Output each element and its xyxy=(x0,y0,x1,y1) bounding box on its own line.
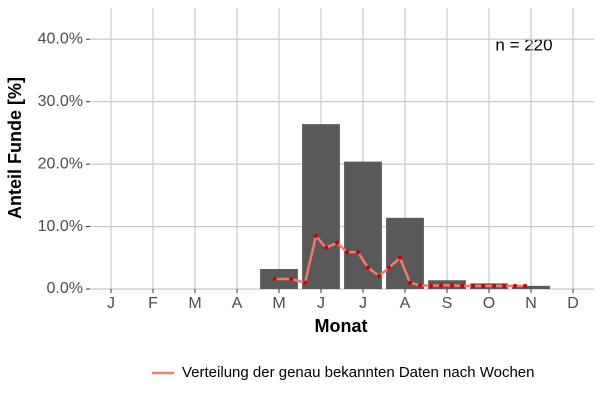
point xyxy=(418,283,423,288)
point xyxy=(471,283,476,288)
x-tick-label: J xyxy=(107,295,115,312)
point xyxy=(376,273,381,278)
x-tick-label: O xyxy=(483,295,495,312)
bar xyxy=(302,124,340,289)
point xyxy=(387,265,392,270)
y-tick-label: 30.0% xyxy=(38,93,83,110)
y-tick-label: 10.0% xyxy=(38,218,83,235)
point xyxy=(450,283,455,288)
point xyxy=(523,283,528,288)
x-tick-label: M xyxy=(272,295,285,312)
bar xyxy=(344,161,382,289)
point xyxy=(429,283,434,288)
x-tick-label: S xyxy=(442,295,453,312)
point xyxy=(334,240,339,245)
bar xyxy=(386,217,424,289)
y-tick-label: 40.0% xyxy=(38,30,83,47)
legend-label: Verteilung der genau bekannten Daten nac… xyxy=(182,364,535,381)
point xyxy=(460,283,465,288)
x-tick-label: A xyxy=(400,295,411,312)
point xyxy=(324,245,329,250)
point xyxy=(513,283,518,288)
point xyxy=(481,283,486,288)
point xyxy=(355,250,360,255)
x-tick-label: J xyxy=(317,295,325,312)
point xyxy=(439,283,444,288)
point xyxy=(345,250,350,255)
point xyxy=(289,277,294,282)
point xyxy=(366,265,371,270)
x-tick-label: J xyxy=(359,295,367,312)
y-axis-title: Anteil Funde [%] xyxy=(5,77,25,219)
x-tick-label: M xyxy=(188,295,201,312)
point xyxy=(492,283,497,288)
point xyxy=(303,280,308,285)
x-axis-title: Monat xyxy=(315,316,368,336)
point xyxy=(502,283,507,288)
x-tick-label: D xyxy=(567,295,579,312)
y-tick-label: 0.0% xyxy=(47,280,83,297)
bar xyxy=(512,285,550,289)
x-tick-label: A xyxy=(232,295,243,312)
x-tick-label: N xyxy=(525,295,537,312)
point xyxy=(313,233,318,238)
point xyxy=(408,280,413,285)
point xyxy=(272,277,277,282)
annotation: n = 220 xyxy=(495,35,552,54)
x-tick-label: F xyxy=(148,295,158,312)
point xyxy=(397,255,402,260)
y-tick-label: 20.0% xyxy=(38,155,83,172)
